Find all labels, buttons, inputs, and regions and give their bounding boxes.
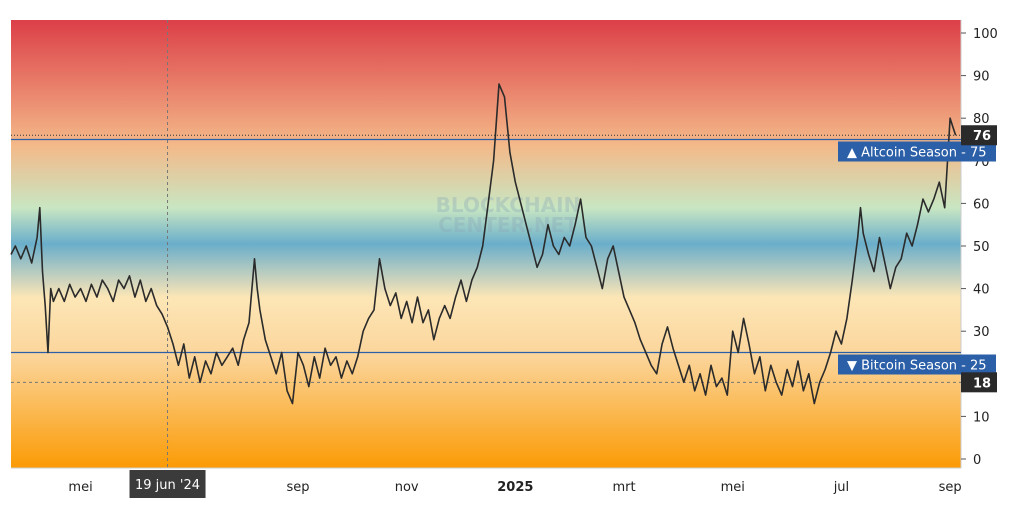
watermark-line2: CENTER.NET [438, 213, 578, 237]
plot-background [11, 20, 961, 468]
y-tick-label: 100 [973, 27, 998, 42]
crosshair-date-label: 19 jun '24 [135, 478, 200, 493]
y-tick-label: 40 [973, 283, 990, 298]
price-marker-label: 76 [973, 129, 991, 144]
price-marker-box [961, 372, 997, 393]
y-tick-label: 90 [973, 70, 990, 85]
threshold-label-bitcoin-season: ▼ Bitcoin Season - 25 [847, 359, 987, 374]
x-tick-label: mei [68, 480, 92, 495]
x-tick-label: mrt [612, 480, 635, 495]
y-tick-label: 60 [973, 197, 990, 212]
y-axis-area [961, 20, 1011, 468]
x-tick-label: jul [833, 480, 849, 495]
y-tick-label: 0 [973, 453, 981, 468]
x-tick-label: sep [939, 480, 962, 495]
x-tick-label: sep [286, 480, 309, 495]
y-tick-label: 80 [973, 112, 990, 127]
y-tick-label: 50 [973, 240, 990, 255]
y-tick-label: 10 [973, 410, 990, 425]
x-tick-label: 2025 [497, 480, 533, 495]
y-tick-label: 30 [973, 325, 990, 340]
price-marker-label: 18 [973, 376, 991, 391]
watermark-line1: BLOCKCHAIN [436, 193, 581, 217]
x-tick-label: mei [721, 480, 745, 495]
crosshair-date-box [129, 470, 206, 498]
threshold-label-box [838, 141, 996, 162]
threshold-label-altcoin-season: ▲ Altcoin Season - 75 [847, 146, 987, 161]
altcoin-index-line [10, 83, 957, 405]
x-tick-label: nov [395, 480, 419, 495]
threshold-label-box [838, 354, 996, 375]
price-marker-box [961, 125, 997, 146]
